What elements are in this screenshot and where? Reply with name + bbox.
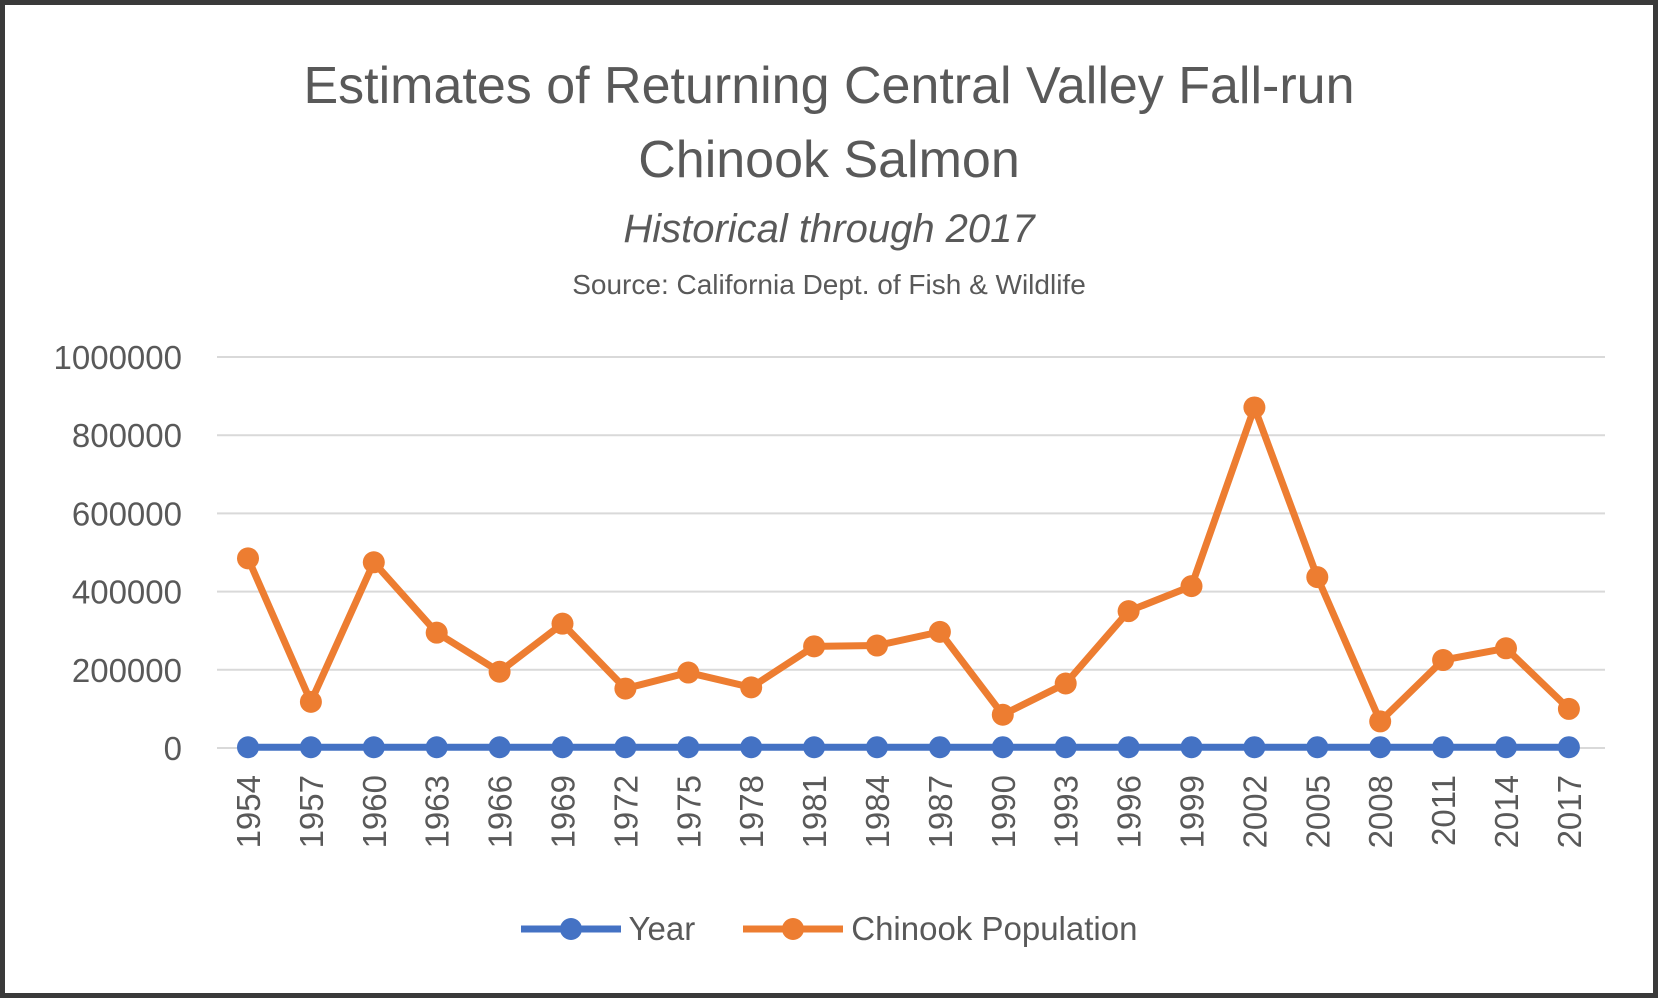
x-tick-label-1987: 1987: [922, 775, 959, 848]
data-point-0-1993: [1054, 736, 1077, 759]
data-point-0-1963: [425, 736, 448, 759]
data-point-0-2017: [1557, 736, 1580, 759]
data-point-0-2002: [1243, 736, 1266, 759]
legend-marker-year: [559, 918, 582, 940]
data-point-1-1957: [299, 690, 322, 713]
chart-title-line-2: Chinook Salmon: [638, 131, 1020, 189]
data-point-1-1990: [991, 703, 1014, 726]
data-point-0-1960: [362, 736, 385, 759]
chart-title-line-1: Estimates of Returning Central Valley Fa…: [303, 57, 1355, 115]
x-tick-label-1975: 1975: [670, 775, 707, 848]
data-point-1-1984: [866, 634, 888, 657]
x-tick-label-1969: 1969: [545, 775, 582, 848]
legend-swatch-chinook: [743, 918, 844, 940]
data-point-1-2017: [1557, 697, 1580, 720]
chart-subtitle: Historical through 2017: [623, 207, 1035, 251]
x-tick-label-1960: 1960: [356, 775, 393, 848]
x-tick-label-1999: 1999: [1174, 775, 1211, 848]
x-tick-label-1978: 1978: [733, 775, 770, 848]
data-point-1-1969: [551, 612, 574, 635]
data-point-0-2011: [1432, 736, 1455, 759]
data-point-1-1978: [740, 676, 763, 699]
y-tick-label-0: 0: [164, 730, 182, 767]
y-tick-label-200000: 200000: [72, 652, 182, 689]
legend: Year Chinook Population: [5, 910, 1653, 948]
legend-swatch-year: [520, 918, 621, 940]
data-point-0-1978: [740, 736, 763, 759]
data-point-0-1996: [1117, 736, 1140, 759]
data-point-0-2005: [1306, 736, 1329, 759]
plot-area: 0 200000 400000 600000 800000 1000000 1954 1957…: [54, 339, 1605, 848]
data-point-1-1996: [1117, 600, 1140, 623]
data-point-1-1987: [928, 620, 951, 643]
data-point-0-2008: [1369, 736, 1392, 759]
x-tick-label-1954: 1954: [230, 775, 267, 848]
data-point-0-1969: [551, 736, 574, 759]
x-tick-label-2014: 2014: [1488, 775, 1525, 848]
data-point-0-2014: [1495, 736, 1517, 759]
data-point-1-1999: [1180, 575, 1203, 598]
data-point-1-2002: [1243, 396, 1266, 419]
x-tick-label-1984: 1984: [859, 775, 896, 848]
data-point-0-1999: [1180, 736, 1203, 759]
data-point-1-1966: [488, 660, 511, 683]
y-tick-label-800000: 800000: [72, 417, 182, 454]
legend-marker-chinook: [782, 918, 805, 940]
x-tick-label-1957: 1957: [293, 775, 330, 848]
x-tick-label-1990: 1990: [985, 775, 1022, 848]
data-point-1-2008: [1369, 710, 1392, 733]
data-point-0-1972: [614, 736, 637, 759]
data-point-1-1954: [237, 547, 259, 570]
legend-entry-year: Year: [520, 910, 696, 948]
data-point-0-1984: [866, 736, 888, 759]
x-tick-label-1993: 1993: [1048, 775, 1085, 848]
y-tick-label-400000: 400000: [72, 574, 182, 611]
data-point-0-1954: [237, 736, 259, 759]
x-tick-label-2002: 2002: [1236, 775, 1273, 848]
x-tick-label-2008: 2008: [1362, 775, 1399, 848]
x-tick-label-1966: 1966: [482, 775, 519, 848]
x-tick-label-1981: 1981: [796, 775, 833, 848]
x-tick-label-2005: 2005: [1299, 775, 1336, 848]
data-point-0-1966: [488, 736, 511, 759]
y-tick-label-1000000: 1000000: [54, 339, 182, 376]
x-tick-label-1963: 1963: [419, 775, 456, 848]
data-point-1-1963: [425, 621, 448, 644]
data-point-1-1972: [614, 677, 637, 700]
series-line-1: [244, 403, 1573, 725]
x-tick-label-2017: 2017: [1551, 775, 1588, 848]
data-point-0-1957: [299, 736, 322, 759]
data-point-1-2014: [1495, 637, 1517, 660]
chart-source: Source: California Dept. of Fish & Wildl…: [572, 269, 1086, 300]
data-point-0-1990: [991, 736, 1014, 759]
data-point-1-2011: [1432, 649, 1455, 672]
data-point-1-2005: [1306, 566, 1329, 589]
data-point-1-1993: [1054, 672, 1077, 695]
legend-entry-chinook: Chinook Population: [743, 910, 1137, 948]
data-point-1-1981: [803, 635, 826, 658]
legend-label-chinook: Chinook Population: [851, 910, 1138, 947]
data-point-1-1975: [677, 661, 700, 684]
x-tick-label-2011: 2011: [1425, 775, 1462, 846]
x-tick-label-1972: 1972: [607, 775, 644, 848]
x-tick-label-1996: 1996: [1111, 775, 1148, 848]
data-point-0-1981: [803, 736, 826, 759]
data-point-0-1975: [677, 736, 700, 759]
y-tick-label-600000: 600000: [72, 495, 182, 532]
data-point-1-1960: [362, 551, 385, 574]
legend-label-year: Year: [628, 910, 696, 947]
data-point-0-1987: [928, 736, 951, 759]
